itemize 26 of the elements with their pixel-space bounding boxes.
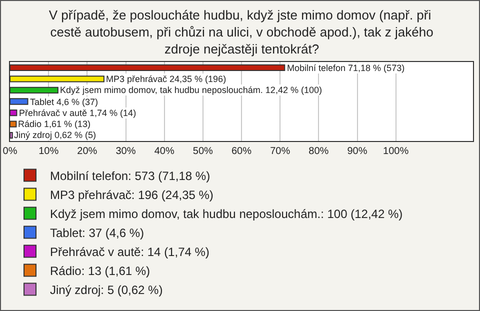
- x-tick-label: 60%: [231, 146, 252, 157]
- x-tick-label: 90%: [347, 146, 368, 157]
- x-tick-label: 80%: [308, 146, 329, 157]
- x-tick-label: 40%: [154, 146, 174, 157]
- legend-label: Přehrávač v autě: 14 (1,74 %): [50, 244, 210, 259]
- data-label: Přehrávač v autě 1,74 % (14): [19, 108, 136, 118]
- x-tick-label: 70%: [270, 146, 290, 157]
- x-tick-label: 20%: [77, 146, 98, 157]
- data-label: MP3 přehrávač 24,35 % (196): [106, 74, 226, 84]
- chart-title: V případě, že posloucháte hudbu, když jste mimo domov (např. při cestě autobusem, při chůzi na ulici, v obchodě apod.), tak z jakého zdroje nejčastěji tentokrát?: [46, 8, 434, 56]
- legend-label: Jiný zdroj: 5 (0,62 %): [50, 282, 163, 297]
- x-tick-label: 10%: [38, 146, 59, 157]
- data-label: Jiný zdroj 0,62 % (5): [14, 130, 96, 140]
- legend-label: Mobilní telefon: 573 (71,18 %): [50, 168, 210, 183]
- x-tick-label: 0%: [2, 146, 18, 157]
- data-label: Rádio 1,61 % (13): [18, 119, 91, 129]
- x-tick-label: 100%: [383, 146, 409, 157]
- data-label: Tablet 4,6 % (37): [30, 97, 98, 107]
- data-label: Mobilní telefon 71,18 % (573): [287, 63, 405, 73]
- legend-label: Tablet: 37 (4,6 %): [50, 226, 144, 240]
- legend-label: Když jsem mimo domov, tak hudbu neposlouchám.: 100 (12,42 %): [50, 206, 403, 221]
- x-tick-label: 50%: [192, 146, 214, 157]
- data-label: Když jsem mimo domov, tak hudbu neposlouchám. 12,42 % (100): [60, 85, 322, 95]
- x-tick-label: 30%: [116, 146, 136, 157]
- legend-label: Rádio: 13 (1,61 %): [50, 264, 150, 278]
- legend-label: MP3 přehrávač: 196 (24,35 %): [50, 188, 214, 202]
